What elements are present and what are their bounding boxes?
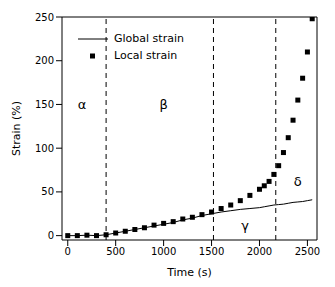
svg-text:β: β: [159, 97, 167, 112]
svg-text:1000: 1000: [151, 246, 176, 257]
svg-text:δ: δ: [294, 174, 302, 189]
html-text:Global strain: Global strain: [114, 32, 184, 45]
svg-text:0: 0: [65, 246, 71, 257]
svg-text:1500: 1500: [199, 246, 224, 257]
svg-text:2000: 2000: [247, 246, 272, 257]
svg-text:α: α: [78, 97, 87, 112]
svg-text:Time (s): Time (s): [166, 266, 212, 279]
svg-text:200: 200: [35, 55, 54, 66]
svg-text:0: 0: [48, 230, 54, 241]
svg-text:2500: 2500: [295, 246, 320, 257]
html-text:Local strain: Local strain: [114, 49, 178, 62]
svg-text:50: 50: [41, 186, 54, 197]
svg-text:100: 100: [35, 143, 54, 154]
svg-text:γ: γ: [241, 218, 249, 233]
svg-text:Strain (%): Strain (%): [10, 101, 23, 156]
svg-text:250: 250: [35, 12, 54, 23]
svg-text:150: 150: [35, 99, 54, 110]
svg-text:500: 500: [106, 246, 125, 257]
